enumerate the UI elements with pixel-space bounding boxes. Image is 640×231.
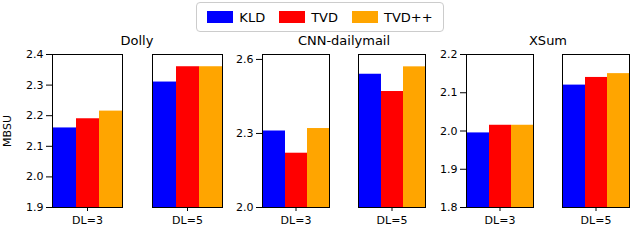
svg-text:DL=5: DL=5 <box>172 214 203 227</box>
html-text:TVD: TVD <box>311 9 338 25</box>
svg-text:1.8: 1.8 <box>440 201 458 214</box>
svg-text:DL=3: DL=3 <box>72 214 103 227</box>
svg-text:2.0: 2.0 <box>440 125 458 138</box>
svg-text:MBSU: MBSU <box>1 115 14 147</box>
svg-text:2.1: 2.1 <box>440 86 458 99</box>
svg-text:1.9: 1.9 <box>440 163 458 176</box>
svg-text:2.4: 2.4 <box>26 50 44 61</box>
html-text:KLD: KLD <box>239 9 266 25</box>
svg-text:2.0: 2.0 <box>236 201 254 214</box>
html-text:CNN-dailymail: CNN-dailymail <box>297 33 391 48</box>
svg-text:DL=5: DL=5 <box>377 214 408 227</box>
svg-text:2.6: 2.6 <box>236 53 254 66</box>
svg-text:DL=3: DL=3 <box>485 214 516 227</box>
svg-text:DL=5: DL=5 <box>581 214 612 227</box>
html-text:Dolly: Dolly <box>120 33 154 48</box>
svg-text:2.3: 2.3 <box>26 79 44 92</box>
svg-text:DL=3: DL=3 <box>281 214 312 227</box>
svg-text:2.2: 2.2 <box>440 50 458 61</box>
html-text:XSum: XSum <box>529 33 567 48</box>
svg-text:2.0: 2.0 <box>26 170 44 183</box>
html-text:TVD++: TVD++ <box>384 9 433 25</box>
svg-text:2.1: 2.1 <box>26 140 44 153</box>
svg-text:2.3: 2.3 <box>236 127 254 140</box>
svg-text:2.2: 2.2 <box>26 109 44 122</box>
svg-text:1.9: 1.9 <box>26 201 44 214</box>
